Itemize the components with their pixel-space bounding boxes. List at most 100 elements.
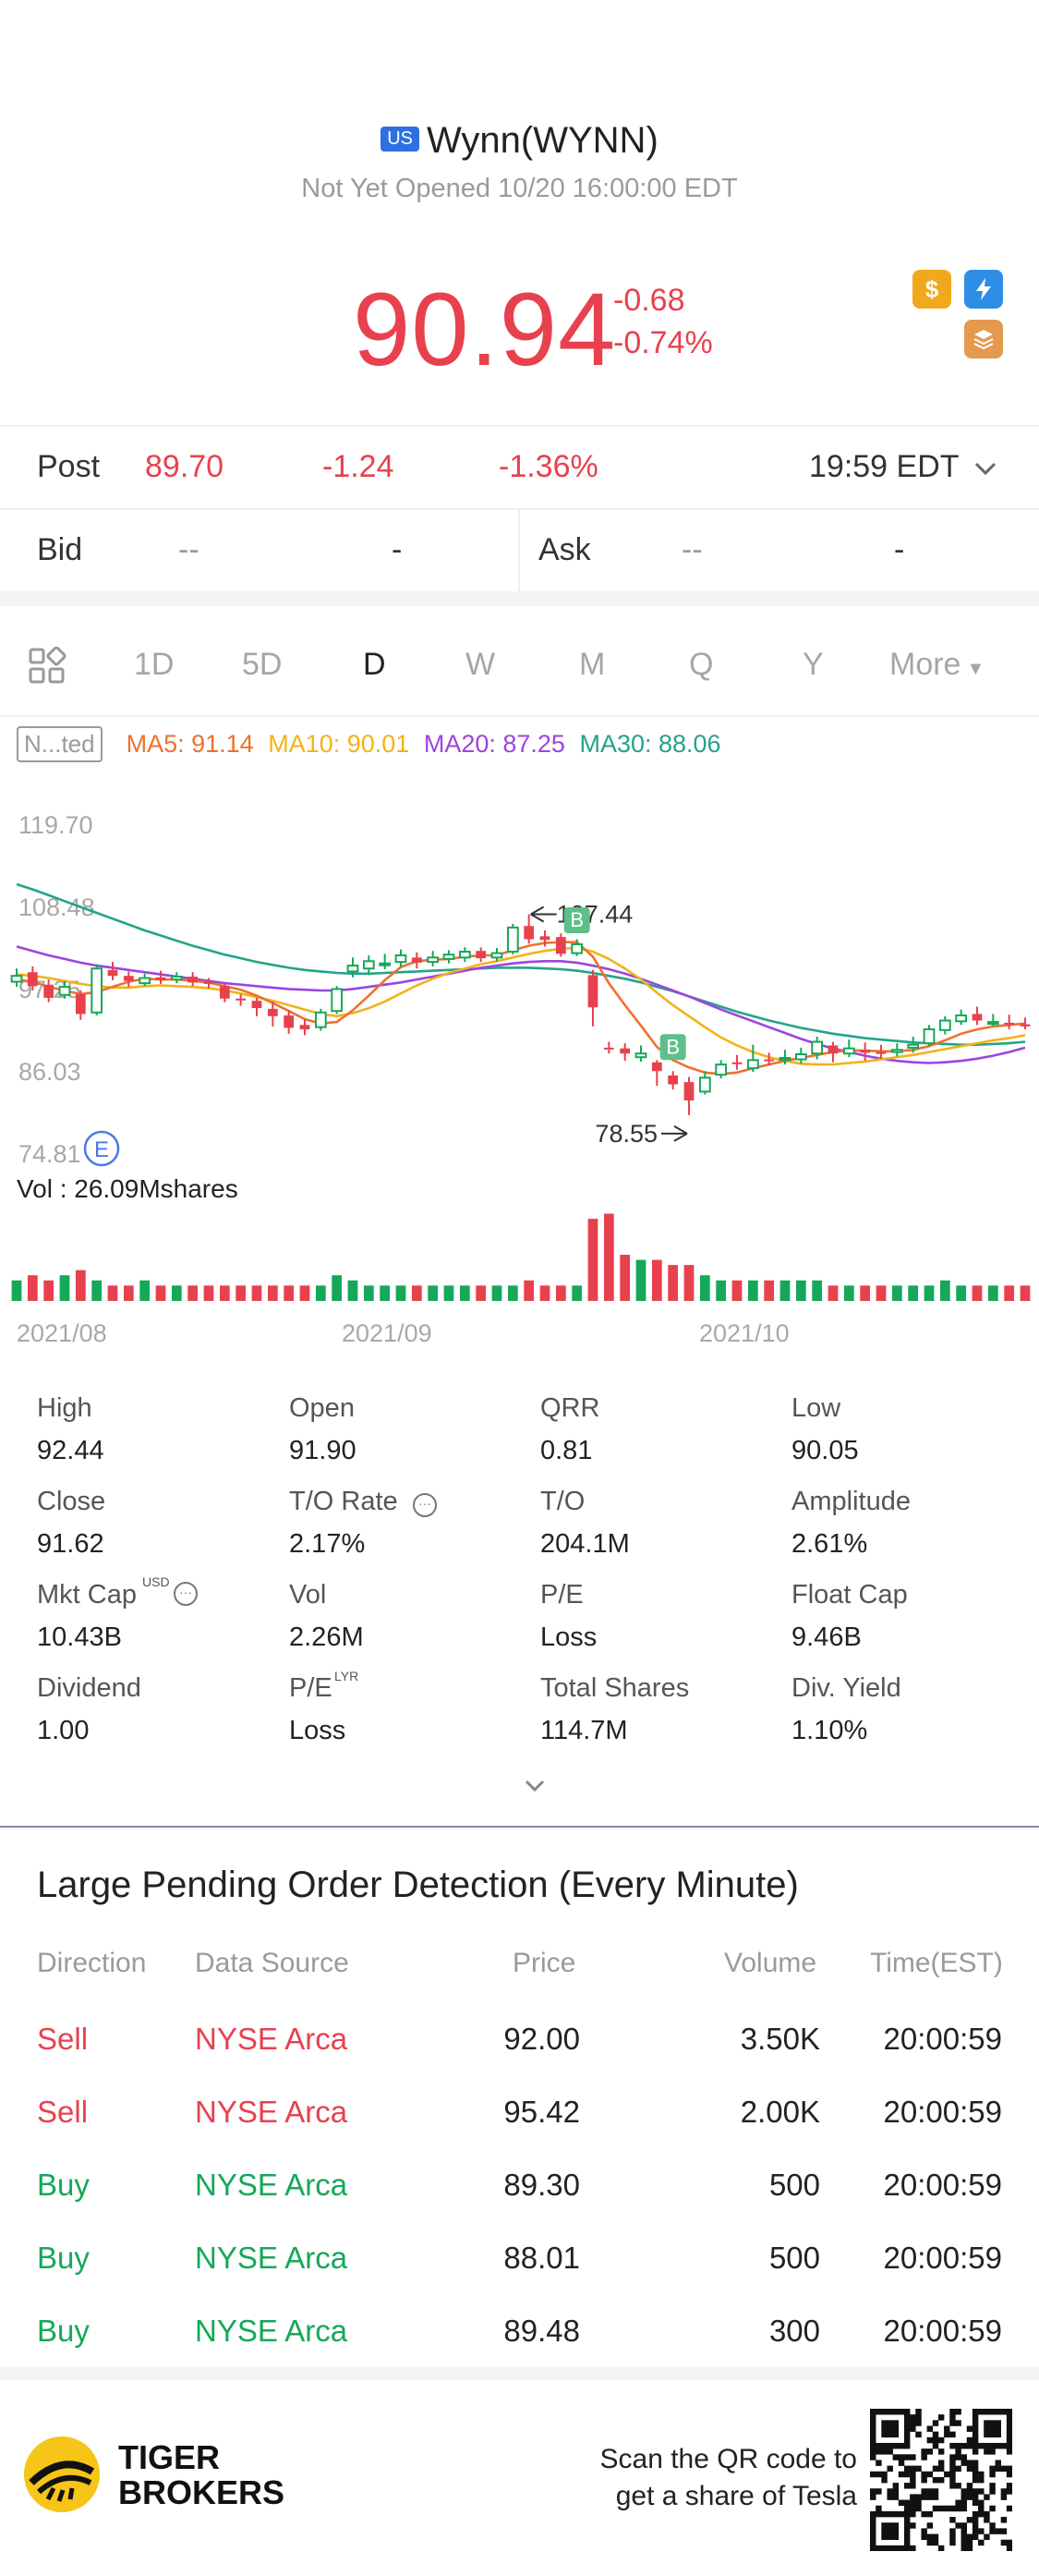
qr-code[interactable] xyxy=(870,2409,1012,2551)
qr-module xyxy=(892,2545,900,2551)
qr-module xyxy=(887,2488,893,2495)
candle-body xyxy=(442,954,455,960)
qr-module xyxy=(910,2545,916,2551)
candle-body xyxy=(284,1015,295,1028)
qr-module xyxy=(972,2431,979,2438)
stat-value-close: 91.62 xyxy=(37,1529,104,1559)
qr-module xyxy=(915,2431,922,2438)
qr-module xyxy=(892,2454,900,2461)
direction-cell: Sell xyxy=(37,2095,89,2129)
volume-cell: 2.00K xyxy=(740,2095,820,2129)
volume-bar xyxy=(620,1255,631,1301)
qr-module xyxy=(966,2483,973,2489)
qr-module xyxy=(937,2436,945,2444)
qr-module xyxy=(870,2420,876,2426)
qr-module xyxy=(876,2460,882,2466)
last-price: 90.94 xyxy=(353,272,617,387)
qr-module xyxy=(966,2425,973,2432)
tab-w[interactable]: W xyxy=(465,647,496,682)
low-arrow xyxy=(661,1124,688,1142)
qr-module xyxy=(972,2409,979,2415)
qr-module xyxy=(892,2494,900,2500)
quote-header: US Wynn(WYNN) Not Yet Opened 10/20 16:00:… xyxy=(0,0,1039,425)
qr-module xyxy=(910,2471,916,2478)
turnover-rate-info-icon[interactable]: ··· xyxy=(413,1493,437,1517)
stat-value-div-yield: 1.10% xyxy=(791,1716,868,1745)
candle-body xyxy=(267,1008,278,1016)
candle-body xyxy=(458,950,471,959)
qr-module xyxy=(910,2476,916,2484)
layout-grid-icon[interactable] xyxy=(28,647,66,686)
candle-body xyxy=(860,1050,871,1053)
qr-module xyxy=(949,2533,956,2540)
kline-chart[interactable]: 119.70108.4897.2586.0374.81107.4478.55BB… xyxy=(0,795,1039,1349)
tab-d[interactable]: D xyxy=(363,647,386,682)
qr-module xyxy=(876,2448,882,2455)
stack-icon[interactable] xyxy=(964,320,1003,358)
qr-module xyxy=(870,2522,876,2529)
qr-module xyxy=(910,2465,916,2473)
candle-body xyxy=(811,1040,824,1055)
qr-module xyxy=(921,2454,927,2461)
stat-value-mkt-cap: 10.43B xyxy=(37,1622,122,1652)
qr-module xyxy=(932,2494,939,2500)
candle-body xyxy=(75,993,86,1015)
expand-chevron-icon[interactable] xyxy=(523,1778,547,1794)
volume-bar xyxy=(876,1285,887,1301)
qr-module xyxy=(898,2499,905,2507)
candle-body xyxy=(236,998,247,1001)
tab-y[interactable]: Y xyxy=(803,647,824,682)
qr-module xyxy=(1000,2539,1008,2546)
qr-module xyxy=(972,2494,979,2500)
qr-module xyxy=(949,2431,956,2438)
volume-bar xyxy=(747,1280,758,1301)
post-market-row[interactable]: Post 89.70 -1.24 -1.36% 19:59 EDT xyxy=(0,427,1039,508)
qr-module xyxy=(926,2471,934,2478)
qr-module xyxy=(921,2471,927,2478)
qr-module xyxy=(966,2539,973,2546)
qr-module xyxy=(972,2488,979,2495)
col-data-source: Data Source xyxy=(195,1948,349,1978)
lightning-icon[interactable] xyxy=(964,270,1003,309)
price-cell: 89.48 xyxy=(503,2314,580,2348)
volume-bar xyxy=(779,1280,791,1301)
qr-module xyxy=(870,2448,876,2455)
candle-body xyxy=(715,1063,728,1076)
chevron-down-icon[interactable] xyxy=(973,460,997,477)
qr-module xyxy=(955,2409,961,2415)
qr-module xyxy=(955,2522,961,2529)
tab-q[interactable]: Q xyxy=(689,647,714,682)
dollar-icon[interactable]: $ xyxy=(912,270,951,309)
qr-module xyxy=(932,2539,939,2546)
qr-module xyxy=(949,2505,956,2512)
adjust-toggle[interactable]: N...ted xyxy=(17,726,103,762)
qr-module xyxy=(881,2448,888,2455)
ma-legend: N...ted MA5: 91.14 MA10: 90.01 MA20: 87.2… xyxy=(17,726,729,762)
qr-module xyxy=(972,2465,979,2473)
qr-module xyxy=(937,2414,945,2421)
qr-module xyxy=(989,2425,996,2432)
ma30-line xyxy=(16,882,1026,1047)
qr-module xyxy=(921,2488,927,2495)
tab-1d[interactable]: 1D xyxy=(134,647,175,682)
qr-module xyxy=(876,2471,882,2478)
qr-module xyxy=(876,2488,882,2495)
qr-module xyxy=(949,2465,956,2473)
volume-bar xyxy=(459,1285,470,1301)
qr-module xyxy=(932,2436,939,2444)
qr-module xyxy=(978,2539,985,2546)
tab-m[interactable]: M xyxy=(579,647,606,682)
tab-5d[interactable]: 5D xyxy=(242,647,283,682)
bid-label: Bid xyxy=(37,532,83,567)
caret-down-icon: ▼ xyxy=(966,659,985,679)
qr-module xyxy=(892,2442,900,2449)
qr-module xyxy=(966,2465,973,2473)
qr-module xyxy=(881,2471,888,2478)
qr-module xyxy=(903,2414,911,2421)
qr-module xyxy=(876,2409,882,2415)
qr-module xyxy=(966,2494,973,2500)
tab-more[interactable]: More ▼ xyxy=(889,647,985,683)
candle-body xyxy=(731,1062,743,1064)
candle-body xyxy=(539,936,550,941)
mkt-cap-info-icon[interactable]: ··· xyxy=(174,1582,198,1606)
